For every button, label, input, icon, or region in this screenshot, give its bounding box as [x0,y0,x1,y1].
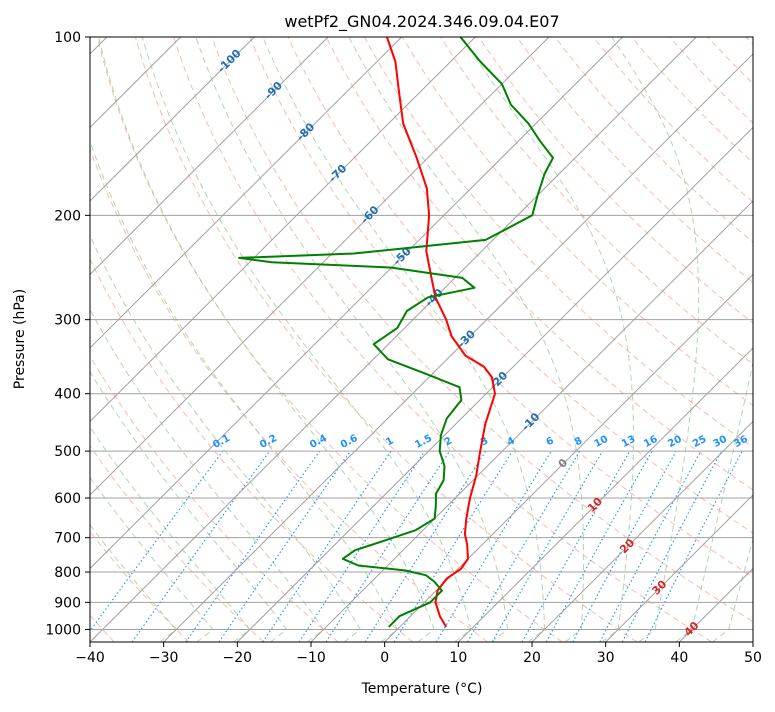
y-tick-label: 200 [54,208,81,224]
x-tick-label: −40 [75,650,105,666]
y-tick-label: 400 [54,387,81,403]
y-tick-label: 100 [54,30,81,46]
x-tick-label: −30 [149,650,179,666]
y-axis-label: Pressure (hPa) [12,289,28,389]
y-tick-label: 300 [54,313,81,329]
y-tick-label: 700 [54,531,81,547]
x-tick-label: −20 [223,650,253,666]
x-axis-label: Temperature (°C) [361,681,483,697]
y-tick-label: 600 [54,491,81,507]
x-tick-label: −10 [296,650,326,666]
x-tick-label: 50 [744,650,762,666]
y-tick-label: 800 [54,565,81,581]
x-tick-label: 40 [670,650,688,666]
x-tick-label: 0 [380,650,389,666]
x-tick-label: 20 [523,650,541,666]
chart-title: wetPf2_GN04.2024.346.09.04.E07 [284,12,559,32]
y-tick-label: 1000 [45,622,81,638]
x-tick-label: 30 [597,650,615,666]
x-tick-label: 10 [449,650,467,666]
y-tick-label: 500 [54,444,81,460]
y-tick-label: 900 [54,595,81,611]
